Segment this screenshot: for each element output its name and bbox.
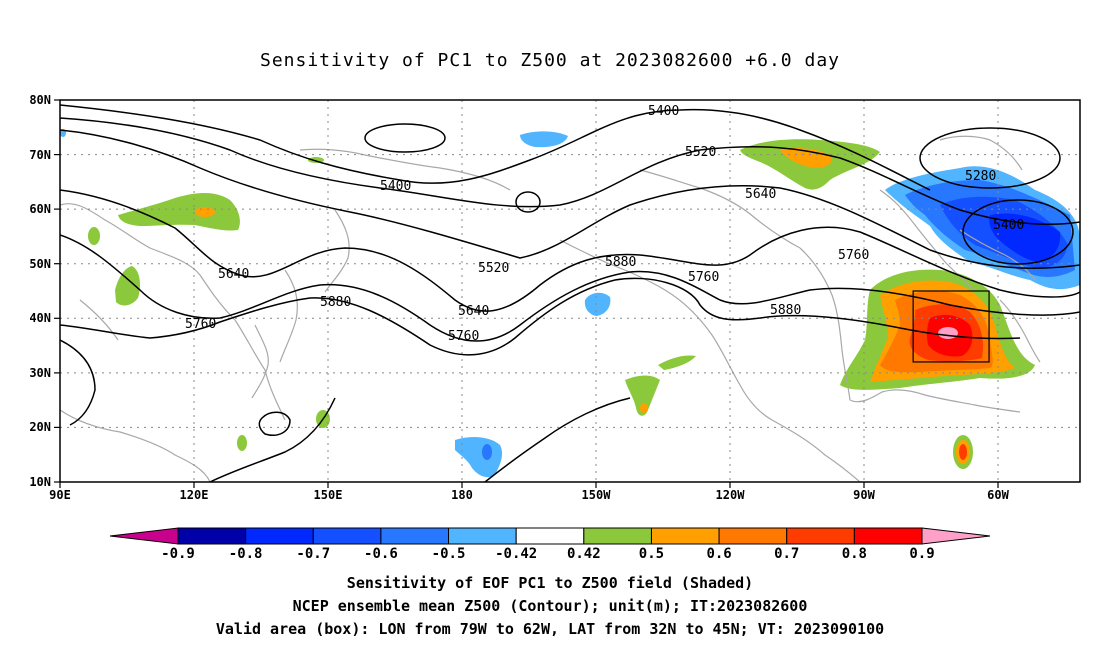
contour-label: 5520 [478, 261, 509, 276]
lat-tick-labels: 80N 70N 60N 50N 40N 30N 20N 10N [29, 93, 51, 489]
colorbar: -0.9 -0.8 -0.7 -0.6 -0.5 -0.42 0.42 0.5 0.6 0.7 0.… [109, 527, 991, 562]
contour-label: 5760 [185, 317, 216, 332]
colorbar-end-high [921, 527, 991, 545]
lat-tick-label: 10N [29, 475, 51, 489]
contour-label: 5640 [218, 267, 249, 282]
contour-label: 5400 [993, 218, 1024, 233]
colorbar-swatch [515, 527, 585, 545]
caption-valid-area: Valid area (box): LON from 79W to 62W, L… [215, 620, 885, 638]
lon-tick-label: 90E [49, 488, 71, 502]
colorbar-end-low [109, 527, 179, 545]
map-title: Sensitivity of PC1 to Z500 at 2023082600… [259, 50, 840, 71]
colorbar-swatch [853, 527, 923, 545]
caption-contour: NCEP ensemble mean Z500 (Contour); unit(… [292, 597, 808, 615]
contour-label: 5880 [770, 303, 801, 318]
colorbar-swatch [245, 527, 314, 545]
colorbar-swatch [650, 527, 720, 545]
contour-labels: 5400 5400 5520 5640 5760 5880 5520 5880 … [185, 104, 1024, 344]
plot-frame [59, 99, 1081, 483]
lon-tick-labels: 90E 120E 150E 180 150W 120W 90W 60W [49, 488, 1009, 502]
lat-tick-label: 60N [29, 202, 51, 216]
coastlines [60, 135, 1041, 482]
colorbar-label: -0.8 [229, 546, 263, 562]
colorbar-label: -0.9 [161, 546, 195, 562]
lat-tick-label: 80N [29, 93, 51, 107]
caption-shaded: Sensitivity of EOF PC1 to Z500 field (Sh… [346, 574, 754, 592]
height-contours [60, 104, 1080, 482]
lon-tick-label: 180 [451, 488, 473, 502]
lat-axis [54, 99, 60, 483]
colorbar-swatch [312, 527, 382, 545]
colorbar-label: -0.42 [495, 546, 537, 562]
contour-label: 5640 [458, 304, 489, 319]
lat-tick-label: 30N [29, 366, 51, 380]
contour-label: 5760 [688, 270, 719, 285]
colorbar-label: -0.6 [364, 546, 398, 562]
valid-area-box [912, 290, 990, 363]
lon-tick-label: 90W [853, 488, 875, 502]
contour-label: 5880 [605, 255, 636, 270]
lon-tick-label: 120W [716, 488, 746, 502]
colorbar-swatch [177, 527, 247, 545]
contour-label: 5400 [648, 104, 679, 119]
contour-label: 5760 [838, 248, 869, 263]
contour-label: 5520 [685, 145, 716, 160]
contour-label: 5880 [320, 295, 351, 310]
lat-tick-label: 50N [29, 257, 51, 271]
contour-label: 5640 [745, 187, 776, 202]
colorbar-swatch [583, 527, 652, 545]
colorbar-label: 0.42 [567, 546, 601, 562]
colorbar-label: 0.9 [909, 546, 934, 562]
grid-lines [60, 100, 1080, 482]
colorbar-label: 0.6 [706, 546, 731, 562]
lon-tick-label: 150E [314, 488, 343, 502]
colorbar-swatch [380, 527, 450, 545]
colorbar-label: -0.5 [432, 546, 466, 562]
lon-tick-label: 150W [582, 488, 612, 502]
lon-tick-label: 60W [987, 488, 1009, 502]
colorbar-label: 0.7 [774, 546, 799, 562]
lat-tick-label: 40N [29, 311, 51, 325]
colorbar-label: -0.7 [296, 546, 330, 562]
contour-label: 5760 [448, 329, 479, 344]
lat-tick-label: 20N [29, 420, 51, 434]
contour-label: 5280 [965, 169, 996, 184]
colorbar-label: 0.5 [639, 546, 664, 562]
contour-label: 5400 [380, 179, 411, 194]
colorbar-label: 0.8 [842, 546, 867, 562]
lat-tick-label: 70N [29, 148, 51, 162]
lon-axis [59, 482, 999, 488]
colorbar-swatch [448, 527, 517, 545]
colorbar-swatch [718, 527, 788, 545]
colorbar-swatch [786, 527, 855, 545]
shaded-sensitivity [60, 129, 1080, 478]
lon-tick-label: 120E [180, 488, 209, 502]
